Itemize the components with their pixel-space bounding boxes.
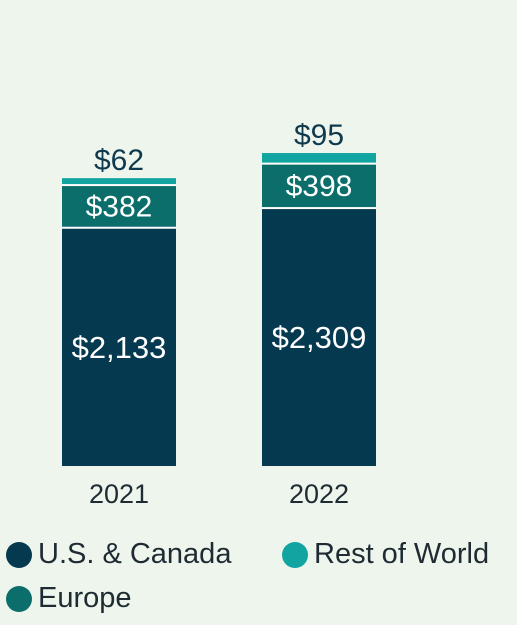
bar-divider-2022: [262, 162, 376, 165]
legend-item-us-canada: U.S. & Canada: [6, 538, 231, 571]
stacked-bar-chart: $2,133 $382 $62 2021 $2,309 $398 $95 2022: [62, 119, 376, 509]
legend-item-rest-of-world: Rest of World: [282, 538, 489, 571]
x-tick-label-2021: 2021: [89, 479, 149, 509]
bar-divider-2021: [62, 226, 176, 229]
bar-u-s-canada-2021: [62, 227, 176, 466]
data-label-u-s-canada-2021: $2,133: [72, 330, 167, 365]
x-tick-label-2022: 2022: [289, 479, 349, 509]
legend-label-europe: Europe: [38, 582, 132, 614]
legend-swatch-europe: [6, 585, 32, 612]
data-label-europe-2021: $382: [86, 190, 153, 223]
data-label-europe-2022: $398: [286, 170, 353, 203]
data-label-rest-of-world-2022: $95: [294, 119, 344, 152]
data-label-rest-of-world-2021: $62: [94, 144, 144, 177]
bar-rest-of-world-2022: [262, 153, 376, 164]
bar-u-s-canada-2022: [262, 208, 376, 466]
legend-swatch-rest-of-world: [282, 541, 308, 568]
legend-label-rest-of-world: Rest of World: [314, 538, 490, 570]
bar-europe-2022: [262, 163, 376, 209]
legend-label-us-canada: U.S. & Canada: [38, 538, 232, 570]
bar-divider-2022: [262, 207, 376, 210]
bar-europe-2021: [62, 185, 176, 228]
legend-item-europe: Europe: [6, 582, 132, 615]
bar-divider-2021: [62, 184, 176, 187]
bar-rest-of-world-2021: [62, 178, 176, 186]
legend-swatch-us-canada: [6, 541, 32, 568]
data-label-u-s-canada-2022: $2,309: [272, 320, 367, 355]
